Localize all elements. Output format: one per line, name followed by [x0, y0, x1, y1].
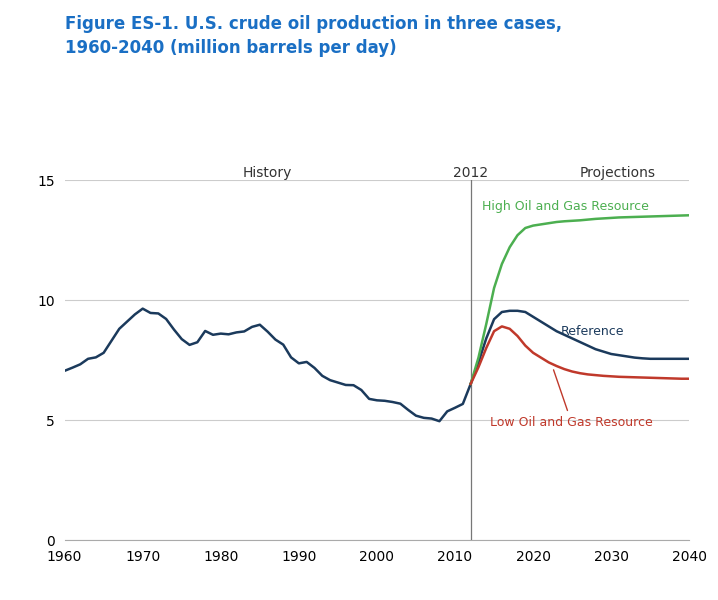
Text: Figure ES-1. U.S. crude oil production in three cases,: Figure ES-1. U.S. crude oil production i… — [65, 15, 561, 33]
Text: 1960-2040 (million barrels per day): 1960-2040 (million barrels per day) — [65, 39, 396, 57]
Text: 2012: 2012 — [453, 166, 488, 180]
Text: Reference: Reference — [561, 325, 624, 338]
Text: History: History — [243, 166, 292, 180]
Text: Low Oil and Gas Resource: Low Oil and Gas Resource — [490, 370, 653, 429]
Text: Projections: Projections — [580, 166, 656, 180]
Text: High Oil and Gas Resource: High Oil and Gas Resource — [482, 200, 649, 213]
